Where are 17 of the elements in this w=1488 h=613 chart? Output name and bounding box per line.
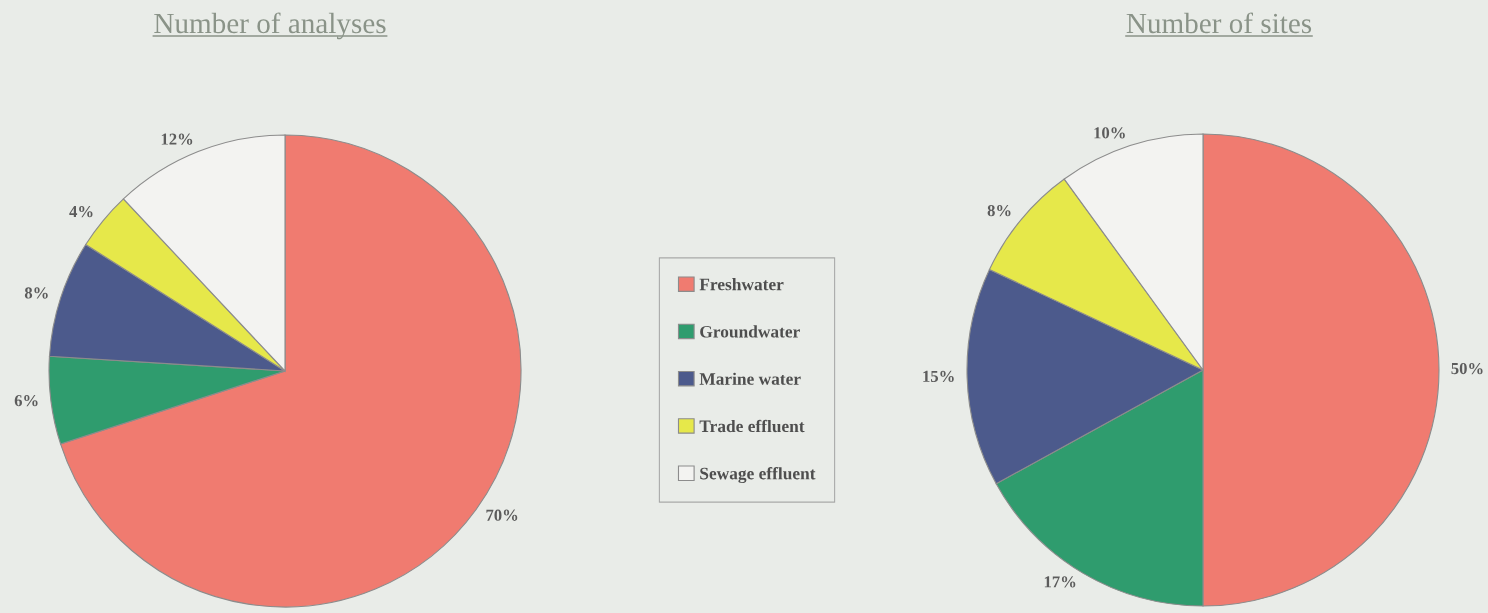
legend-label: Freshwater: [699, 278, 784, 291]
data-label: 17%: [1044, 576, 1076, 588]
data-label: 8%: [24, 287, 48, 299]
data-label: 10%: [1094, 127, 1125, 139]
data-label: 70%: [486, 509, 518, 521]
chart-title: Number of sites: [1126, 12, 1312, 34]
data-label: 6%: [14, 394, 38, 407]
legend-label: Sewage effluent: [700, 467, 816, 484]
data-label: 8%: [987, 204, 1011, 217]
data-label: 15%: [923, 370, 954, 383]
legend-label: Groundwater: [700, 325, 800, 338]
chart-title: Number of analyses: [154, 12, 386, 40]
data-label: 50%: [1451, 362, 1483, 375]
legend-label: Marine water: [699, 372, 801, 385]
data-label: 4%: [69, 205, 93, 218]
legend-label: Trade effluent: [699, 419, 805, 433]
data-label: 12%: [161, 133, 193, 145]
